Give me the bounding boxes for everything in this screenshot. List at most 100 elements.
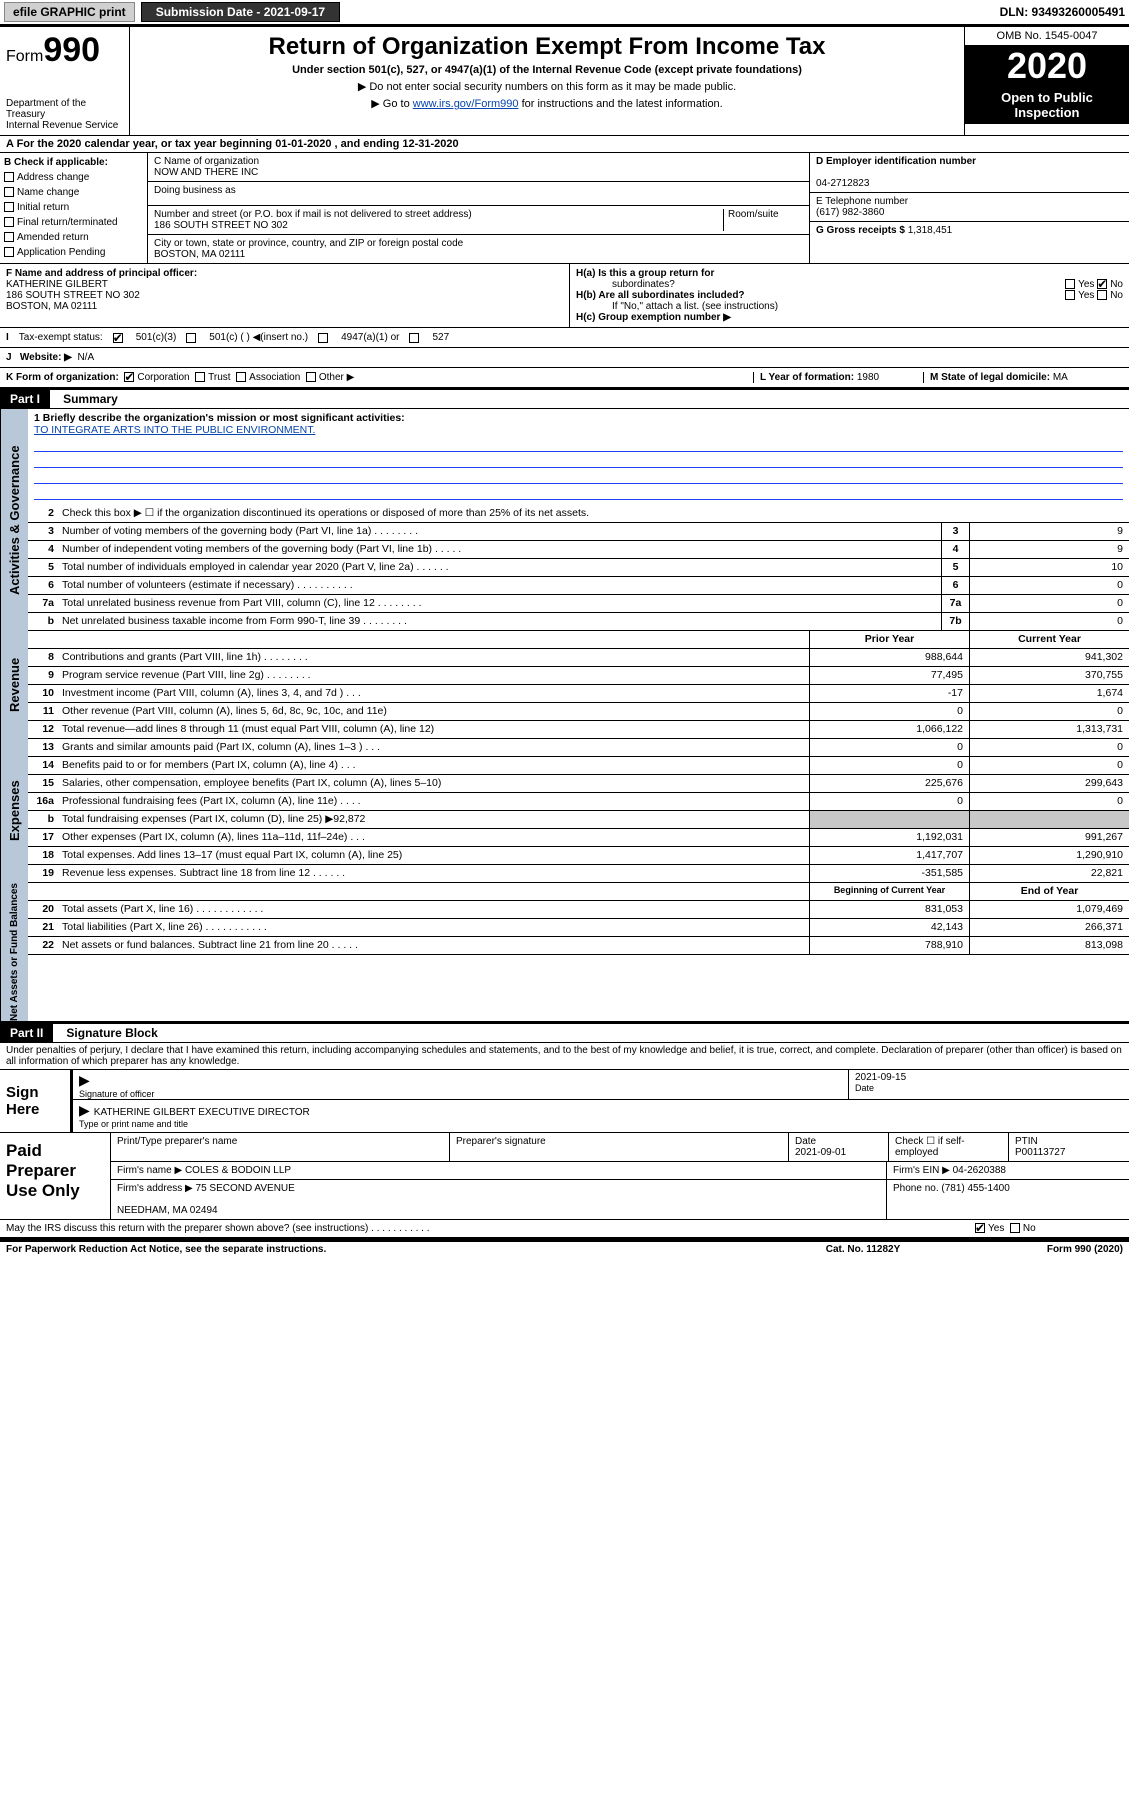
may-discuss: May the IRS discuss this return with the… bbox=[0, 1220, 969, 1237]
penalty-text: Under penalties of perjury, I declare th… bbox=[0, 1043, 1129, 1069]
city-value: BOSTON, MA 02111 bbox=[154, 249, 245, 260]
cb-trust[interactable] bbox=[195, 372, 205, 382]
cb-application[interactable] bbox=[4, 247, 14, 257]
signer-name: KATHERINE GILBERT EXECUTIVE DIRECTOR bbox=[94, 1107, 310, 1118]
omb-number: OMB No. 1545-0047 bbox=[965, 27, 1129, 46]
irs-label: Internal Revenue Service bbox=[6, 120, 123, 131]
table-row: 5Total number of individuals employed in… bbox=[28, 559, 1129, 577]
table-row: 13Grants and similar amounts paid (Part … bbox=[28, 739, 1129, 757]
cb-other[interactable] bbox=[306, 372, 316, 382]
cb-hb-yes[interactable] bbox=[1065, 290, 1075, 300]
form-label: Form990 bbox=[6, 31, 123, 70]
sign-here-label: Sign Here bbox=[0, 1070, 70, 1132]
website-row: J Website: ▶ N/A bbox=[0, 348, 1129, 368]
city-label: City or town, state or province, country… bbox=[154, 238, 463, 249]
form-subtitle: Under section 501(c), 527, or 4947(a)(1)… bbox=[136, 64, 958, 76]
cb-discuss-yes[interactable] bbox=[975, 1223, 985, 1233]
gross-value: 1,318,451 bbox=[908, 225, 953, 236]
table-row: 19Revenue less expenses. Subtract line 1… bbox=[28, 865, 1129, 883]
form-header: Form990 Department of the Treasury Inter… bbox=[0, 27, 1129, 136]
table-row: 3Number of voting members of the governi… bbox=[28, 523, 1129, 541]
table-row: 15Salaries, other compensation, employee… bbox=[28, 775, 1129, 793]
col-prior-year: Prior Year bbox=[809, 631, 969, 648]
table-row: 4Number of independent voting members of… bbox=[28, 541, 1129, 559]
phone-value: (617) 982-3860 bbox=[816, 207, 884, 218]
cb-name-change[interactable] bbox=[4, 187, 14, 197]
irs-link[interactable]: www.irs.gov/Form990 bbox=[413, 98, 519, 110]
cb-527[interactable] bbox=[409, 333, 419, 343]
officer-addr2: BOSTON, MA 02111 bbox=[6, 301, 97, 312]
col-beginning: Beginning of Current Year bbox=[809, 883, 969, 900]
expenses-section: Expenses 13Grants and similar amounts pa… bbox=[0, 739, 1129, 883]
table-row: 9Program service revenue (Part VIII, lin… bbox=[28, 667, 1129, 685]
table-row: 8Contributions and grants (Part VIII, li… bbox=[28, 649, 1129, 667]
cb-hb-no[interactable] bbox=[1097, 290, 1107, 300]
table-row: 22Net assets or fund balances. Subtract … bbox=[28, 937, 1129, 955]
paid-preparer-label: Paid Preparer Use Only bbox=[0, 1133, 110, 1219]
firm-addr1: 75 SECOND AVENUE bbox=[196, 1183, 295, 1194]
table-row: 6Total number of volunteers (estimate if… bbox=[28, 577, 1129, 595]
form-version: Form 990 (2020) bbox=[963, 1244, 1123, 1255]
side-governance: Activities & Governance bbox=[0, 409, 28, 631]
side-netassets: Net Assets or Fund Balances bbox=[0, 883, 28, 1021]
street-label: Number and street (or P.O. box if mail i… bbox=[154, 209, 472, 220]
gross-label: G Gross receipts $ bbox=[816, 225, 908, 236]
firm-phone: (781) 455-1400 bbox=[941, 1183, 1009, 1194]
officer-label: F Name and address of principal officer: bbox=[6, 268, 197, 279]
cb-501c[interactable] bbox=[186, 333, 196, 343]
cb-501c3[interactable] bbox=[113, 333, 123, 343]
revenue-section: Revenue Prior Year Current Year 8Contrib… bbox=[0, 631, 1129, 739]
cb-initial-return[interactable] bbox=[4, 202, 14, 212]
website-value: N/A bbox=[77, 352, 94, 363]
fh-block: F Name and address of principal officer:… bbox=[0, 264, 1129, 328]
cb-discuss-no[interactable] bbox=[1010, 1223, 1020, 1233]
cb-4947[interactable] bbox=[318, 333, 328, 343]
phone-label: E Telephone number bbox=[816, 196, 908, 207]
mission-text: TO INTEGRATE ARTS INTO THE PUBLIC ENVIRO… bbox=[34, 424, 315, 436]
cb-amended[interactable] bbox=[4, 232, 14, 242]
efile-button[interactable]: efile GRAPHIC print bbox=[4, 2, 135, 22]
open-inspection: Open to PublicInspection bbox=[965, 86, 1129, 124]
arrow-icon: ▶ bbox=[79, 1072, 90, 1088]
officer-addr1: 186 SOUTH STREET NO 302 bbox=[6, 290, 140, 301]
table-row: bTotal fundraising expenses (Part IX, co… bbox=[28, 811, 1129, 829]
cb-corp[interactable] bbox=[124, 372, 134, 382]
row-a-period: A For the 2020 calendar year, or tax yea… bbox=[0, 136, 1129, 153]
instr-link: ▶ Go to www.irs.gov/Form990 for instruct… bbox=[136, 97, 958, 110]
sign-date: 2021-09-15 bbox=[855, 1072, 906, 1083]
table-row: 16aProfessional fundraising fees (Part I… bbox=[28, 793, 1129, 811]
table-row: 7aTotal unrelated business revenue from … bbox=[28, 595, 1129, 613]
side-expenses: Expenses bbox=[0, 739, 28, 883]
ein-value: 04-2712823 bbox=[816, 178, 869, 189]
block-b-label: B Check if applicable: bbox=[4, 157, 108, 168]
cb-final-return[interactable] bbox=[4, 217, 14, 227]
firm-name: COLES & BODOIN LLP bbox=[185, 1165, 291, 1176]
street-value: 186 SOUTH STREET NO 302 bbox=[154, 220, 288, 231]
arrow-icon: ▶ bbox=[79, 1102, 90, 1118]
name-label: C Name of organization bbox=[154, 156, 259, 167]
state-domicile: MA bbox=[1053, 372, 1068, 383]
cb-assoc[interactable] bbox=[236, 372, 246, 382]
firm-addr2: NEEDHAM, MA 02494 bbox=[117, 1205, 218, 1216]
prep-date: 2021-09-01 bbox=[795, 1147, 846, 1158]
cb-address-change[interactable] bbox=[4, 172, 14, 182]
footer: For Paperwork Reduction Act Notice, see … bbox=[0, 1241, 1129, 1257]
ptin-value: P00113727 bbox=[1015, 1147, 1065, 1158]
side-revenue: Revenue bbox=[0, 631, 28, 739]
table-row: 20Total assets (Part X, line 16) . . . .… bbox=[28, 901, 1129, 919]
cb-ha-yes[interactable] bbox=[1065, 279, 1075, 289]
netassets-section: Net Assets or Fund Balances Beginning of… bbox=[0, 883, 1129, 1024]
submission-date-button[interactable]: Submission Date - 2021-09-17 bbox=[141, 2, 340, 22]
part1-header: Part I Summary bbox=[0, 390, 1129, 409]
table-row: 17Other expenses (Part IX, column (A), l… bbox=[28, 829, 1129, 847]
table-row: bNet unrelated business taxable income f… bbox=[28, 613, 1129, 631]
firm-ein: 04-2620388 bbox=[953, 1165, 1006, 1176]
col-current-year: Current Year bbox=[969, 631, 1129, 648]
mission-label: 1 Briefly describe the organization's mi… bbox=[34, 412, 405, 424]
table-row: 10Investment income (Part VIII, column (… bbox=[28, 685, 1129, 703]
cb-ha-no[interactable] bbox=[1097, 279, 1107, 289]
cat-no: Cat. No. 11282Y bbox=[763, 1244, 963, 1255]
table-row: 11Other revenue (Part VIII, column (A), … bbox=[28, 703, 1129, 721]
pra-notice: For Paperwork Reduction Act Notice, see … bbox=[6, 1244, 763, 1255]
year-formation: 1980 bbox=[857, 372, 879, 383]
